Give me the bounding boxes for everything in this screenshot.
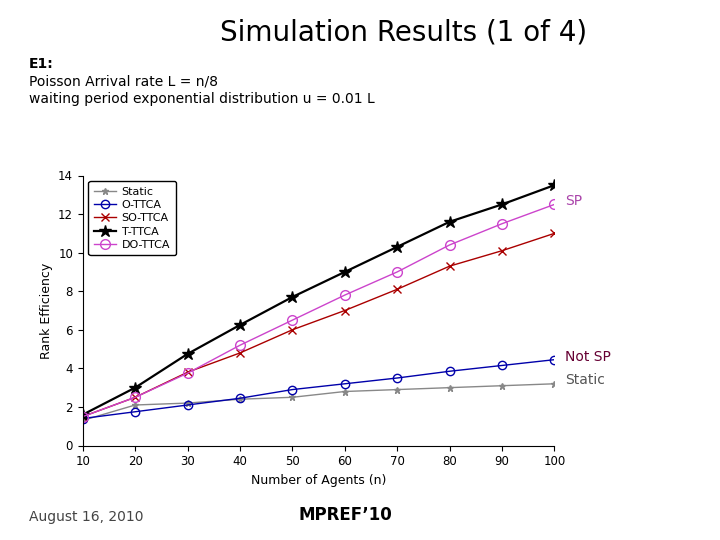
T-TTCA bbox=[288, 294, 297, 300]
O-TTCA bbox=[235, 395, 244, 402]
Line: Static: Static bbox=[79, 380, 558, 424]
DO-TTCA bbox=[184, 370, 192, 376]
SO-TTCA bbox=[78, 413, 87, 420]
SO-TTCA bbox=[288, 327, 297, 333]
Line: O-TTCA: O-TTCA bbox=[78, 355, 559, 423]
Text: SP: SP bbox=[565, 193, 582, 207]
Line: DO-TTCA: DO-TTCA bbox=[78, 200, 559, 421]
Text: E1:: E1: bbox=[29, 57, 53, 71]
Static bbox=[131, 402, 140, 408]
DO-TTCA bbox=[550, 201, 559, 208]
Static bbox=[288, 394, 297, 401]
Static bbox=[393, 386, 402, 393]
O-TTCA bbox=[288, 386, 297, 393]
Static bbox=[341, 388, 349, 395]
DO-TTCA bbox=[393, 269, 402, 275]
O-TTCA bbox=[184, 402, 192, 408]
DO-TTCA bbox=[288, 317, 297, 323]
DO-TTCA bbox=[498, 220, 506, 227]
SO-TTCA bbox=[184, 369, 192, 375]
T-TTCA bbox=[445, 219, 454, 225]
SO-TTCA bbox=[550, 230, 559, 237]
DO-TTCA bbox=[131, 394, 140, 401]
T-TTCA bbox=[550, 182, 559, 188]
T-TTCA bbox=[235, 322, 244, 328]
T-TTCA bbox=[393, 244, 402, 250]
DO-TTCA bbox=[445, 242, 454, 248]
Y-axis label: Rank Efficiency: Rank Efficiency bbox=[40, 262, 53, 359]
Static bbox=[445, 384, 454, 391]
Line: SO-TTCA: SO-TTCA bbox=[78, 229, 559, 421]
Static bbox=[184, 400, 192, 406]
DO-TTCA bbox=[78, 413, 87, 420]
Text: waiting period exponential distribution u = 0.01 L: waiting period exponential distribution … bbox=[29, 92, 374, 106]
X-axis label: Number of Agents (n): Number of Agents (n) bbox=[251, 474, 387, 487]
SO-TTCA bbox=[393, 286, 402, 293]
SO-TTCA bbox=[131, 394, 140, 401]
O-TTCA bbox=[393, 375, 402, 381]
O-TTCA bbox=[341, 381, 349, 387]
Static bbox=[498, 382, 506, 389]
SO-TTCA bbox=[445, 263, 454, 269]
Static bbox=[550, 381, 559, 387]
Static bbox=[235, 396, 244, 402]
Static bbox=[78, 417, 87, 424]
Text: Not SP: Not SP bbox=[565, 350, 611, 364]
SO-TTCA bbox=[498, 247, 506, 254]
Text: August 16, 2010: August 16, 2010 bbox=[29, 510, 143, 524]
O-TTCA bbox=[498, 362, 506, 369]
T-TTCA bbox=[341, 269, 349, 275]
T-TTCA bbox=[184, 350, 192, 357]
O-TTCA bbox=[445, 368, 454, 375]
DO-TTCA bbox=[341, 292, 349, 298]
T-TTCA bbox=[78, 411, 87, 418]
Legend: Static, O-TTCA, SO-TTCA, T-TTCA, DO-TTCA: Static, O-TTCA, SO-TTCA, T-TTCA, DO-TTCA bbox=[89, 181, 176, 255]
SO-TTCA bbox=[341, 307, 349, 314]
Text: Simulation Results (1 of 4): Simulation Results (1 of 4) bbox=[220, 19, 587, 47]
O-TTCA bbox=[78, 415, 87, 422]
T-TTCA bbox=[131, 384, 140, 391]
T-TTCA bbox=[498, 201, 506, 208]
DO-TTCA bbox=[235, 342, 244, 348]
O-TTCA bbox=[131, 408, 140, 415]
O-TTCA bbox=[550, 356, 559, 363]
Line: T-TTCA: T-TTCA bbox=[76, 179, 561, 421]
Text: Poisson Arrival rate L = n/8: Poisson Arrival rate L = n/8 bbox=[29, 75, 218, 89]
SO-TTCA bbox=[235, 350, 244, 356]
Text: Static: Static bbox=[565, 373, 605, 387]
Text: MPREF’10: MPREF’10 bbox=[299, 506, 392, 524]
